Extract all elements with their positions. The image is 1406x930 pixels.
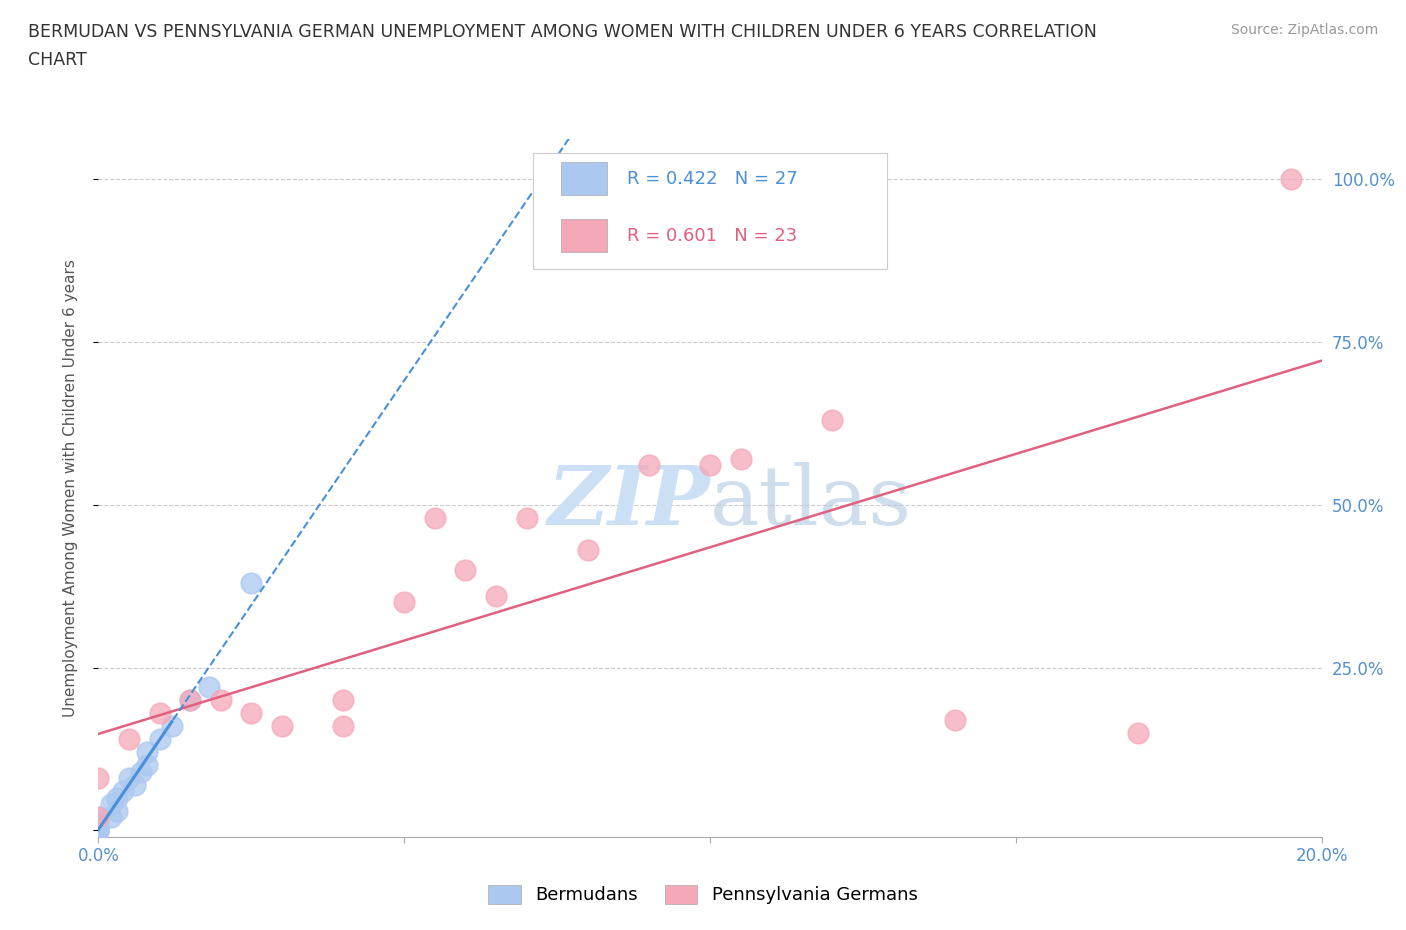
Point bbox=[1128, 725, 1150, 740]
Point bbox=[87, 823, 110, 838]
Point bbox=[105, 804, 128, 818]
Point bbox=[197, 680, 219, 695]
Point bbox=[87, 810, 110, 825]
Point bbox=[87, 823, 110, 838]
Point bbox=[179, 693, 201, 708]
Point bbox=[87, 823, 110, 838]
Legend: Bermudans, Pennsylvania Germans: Bermudans, Pennsylvania Germans bbox=[481, 878, 925, 911]
Point bbox=[100, 797, 122, 812]
Point bbox=[149, 706, 172, 721]
Point bbox=[160, 719, 183, 734]
Point bbox=[124, 777, 146, 792]
Point bbox=[129, 764, 152, 779]
Text: R = 0.422   N = 27: R = 0.422 N = 27 bbox=[627, 169, 797, 188]
Point bbox=[87, 771, 110, 786]
Point bbox=[485, 589, 508, 604]
Point bbox=[87, 823, 110, 838]
Point bbox=[270, 719, 292, 734]
Point bbox=[943, 712, 966, 727]
Point bbox=[100, 810, 122, 825]
Point bbox=[149, 732, 172, 747]
Point bbox=[87, 823, 110, 838]
Point bbox=[821, 412, 844, 427]
Text: BERMUDAN VS PENNSYLVANIA GERMAN UNEMPLOYMENT AMONG WOMEN WITH CHILDREN UNDER 6 Y: BERMUDAN VS PENNSYLVANIA GERMAN UNEMPLOY… bbox=[28, 23, 1097, 41]
Point bbox=[179, 693, 201, 708]
Point bbox=[637, 458, 661, 472]
FancyBboxPatch shape bbox=[561, 162, 607, 195]
Point bbox=[136, 758, 159, 773]
Point bbox=[87, 823, 110, 838]
Point bbox=[332, 719, 354, 734]
Point bbox=[699, 458, 721, 472]
Point bbox=[209, 693, 232, 708]
Point bbox=[392, 595, 416, 610]
Text: R = 0.601   N = 23: R = 0.601 N = 23 bbox=[627, 227, 797, 245]
Point bbox=[136, 745, 159, 760]
Text: CHART: CHART bbox=[28, 51, 87, 69]
Point bbox=[1279, 171, 1302, 186]
Point bbox=[118, 771, 141, 786]
Text: atlas: atlas bbox=[710, 462, 912, 542]
Point bbox=[87, 817, 110, 831]
Point bbox=[111, 784, 134, 799]
Point bbox=[576, 543, 599, 558]
Point bbox=[730, 451, 752, 466]
Point bbox=[516, 511, 538, 525]
Point bbox=[87, 817, 110, 831]
Point bbox=[454, 563, 477, 578]
Point bbox=[87, 823, 110, 838]
Point bbox=[87, 819, 110, 834]
Y-axis label: Unemployment Among Women with Children Under 6 years: Unemployment Among Women with Children U… bbox=[63, 259, 77, 717]
Point bbox=[105, 790, 128, 805]
FancyBboxPatch shape bbox=[533, 153, 887, 269]
Text: ZIP: ZIP bbox=[547, 462, 710, 542]
Point bbox=[240, 706, 263, 721]
Point bbox=[87, 810, 110, 825]
Point bbox=[332, 693, 354, 708]
Point bbox=[118, 732, 141, 747]
Point bbox=[87, 823, 110, 838]
Text: Source: ZipAtlas.com: Source: ZipAtlas.com bbox=[1230, 23, 1378, 37]
Point bbox=[240, 576, 263, 591]
Point bbox=[423, 511, 446, 525]
FancyBboxPatch shape bbox=[561, 219, 607, 253]
